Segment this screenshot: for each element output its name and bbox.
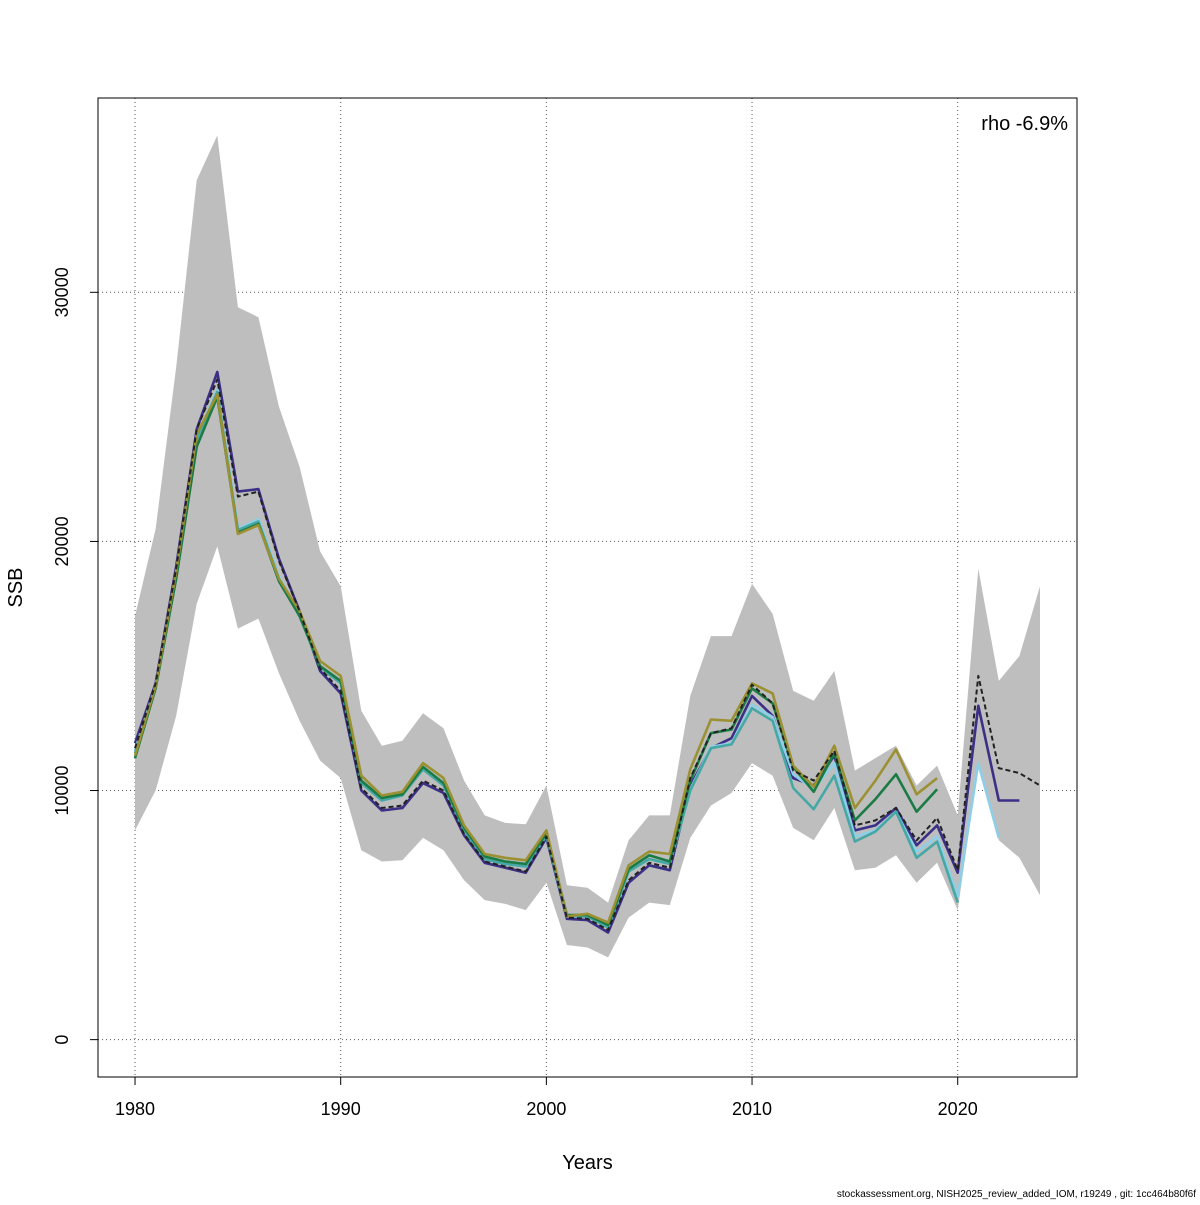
x-axis: 1980 1990 2000 2010 2020 — [115, 1076, 978, 1119]
x-tick-label: 1990 — [321, 1099, 361, 1119]
y-axis-title: SSB — [5, 567, 27, 607]
confidence-band-group — [135, 135, 1040, 958]
x-tick-label: 2000 — [526, 1099, 566, 1119]
series-line-dashed — [134, 378, 1041, 931]
x-tick-label: 2010 — [732, 1099, 772, 1119]
y-tick-label: 0 — [52, 1035, 72, 1045]
y-axis: 0 10000 20000 30000 — [52, 267, 99, 1045]
series-lines-group — [133, 370, 1041, 934]
y-tick-label: 30000 — [52, 267, 72, 317]
rho-annotation: rho -6.9% — [981, 113, 1068, 135]
y-tick-label: 20000 — [52, 516, 72, 566]
confidence-band — [135, 135, 1040, 958]
x-tick-label: 2020 — [938, 1099, 978, 1119]
x-axis-title: Years — [562, 1152, 612, 1174]
series-line-1 — [133, 370, 1020, 934]
y-tick-label: 10000 — [52, 765, 72, 815]
footer-note: stockassessment.org, NISH2025_review_add… — [837, 1189, 1196, 1200]
x-tick-label: 1980 — [115, 1099, 155, 1119]
